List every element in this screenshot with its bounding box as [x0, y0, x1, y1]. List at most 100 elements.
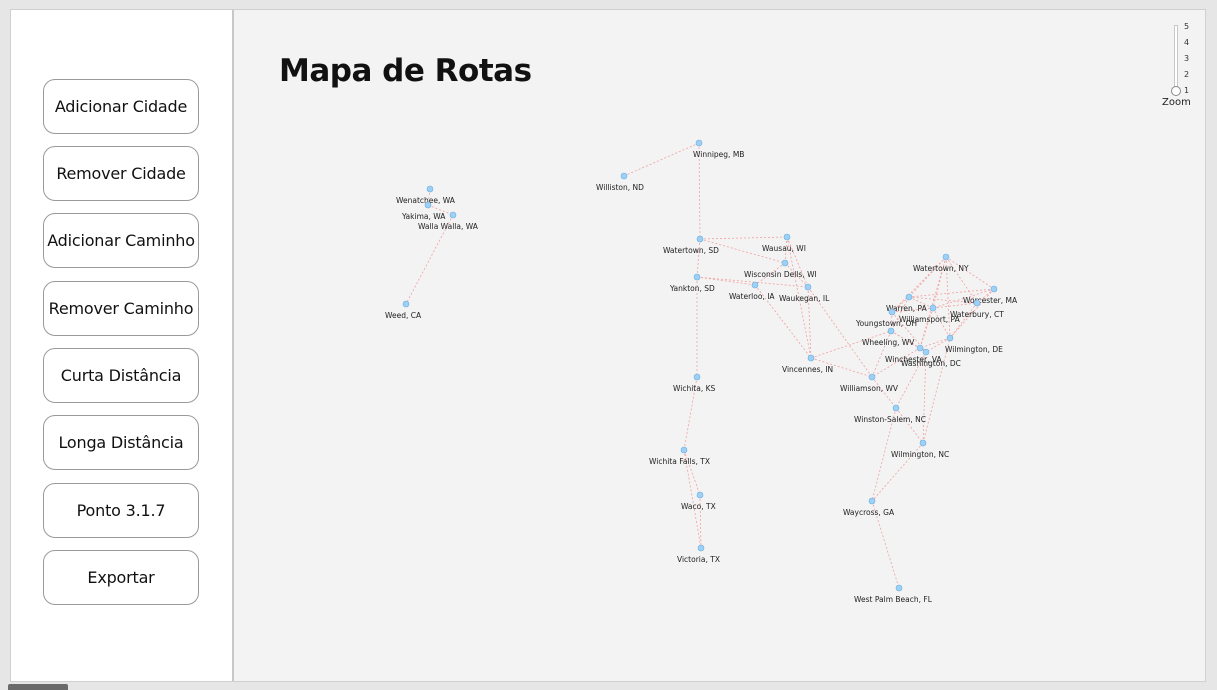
city-node-marker[interactable]: [781, 259, 789, 267]
city-worcester-ma[interactable]: Worcester, MA: [963, 285, 1018, 305]
city-node-marker[interactable]: [751, 281, 759, 289]
zoom-tick-3: 3: [1184, 54, 1190, 63]
city-node-marker[interactable]: [697, 544, 705, 552]
city-nodes: Winnipeg, MB Williston, ND Wenatchee, WA Ya…: [385, 139, 1018, 604]
zoom-slider-track[interactable]: [1174, 25, 1178, 89]
city-victoria-tx[interactable]: Victoria, TX: [677, 544, 720, 564]
city-wichita-falls-tx[interactable]: Wichita Falls, TX: [649, 446, 710, 466]
city-vincennes-in[interactable]: Vincennes, IN: [782, 354, 833, 374]
city-node-marker[interactable]: [804, 283, 812, 291]
city-watertown-sd[interactable]: Watertown, SD: [663, 235, 719, 255]
map-panel[interactable]: Winnipeg, MB Williston, ND Wenatchee, WA Ya…: [234, 10, 1207, 681]
city-walla-walla-wa[interactable]: Walla Walla, WA: [418, 211, 479, 231]
city-wilmington-nc[interactable]: Wilmington, NC: [891, 439, 949, 459]
zoom-slider-thumb[interactable]: [1171, 86, 1181, 96]
city-node-marker[interactable]: [807, 354, 815, 362]
city-node-marker[interactable]: [696, 491, 704, 499]
city-wichita-ks[interactable]: Wichita, KS: [673, 373, 716, 393]
city-waco-tx[interactable]: Waco, TX: [681, 491, 716, 511]
city-williamson-wv[interactable]: Williamson, WV: [840, 373, 899, 393]
city-node-marker[interactable]: [990, 285, 998, 293]
city-williston-nd[interactable]: Williston, ND: [596, 172, 644, 192]
route-edge: [427, 204, 454, 216]
city-west-palm-beach-fl[interactable]: West Palm Beach, FL: [854, 584, 933, 604]
city-node-marker[interactable]: [905, 293, 913, 301]
route-edge: [919, 307, 934, 349]
city-label: Wenatchee, WA: [396, 196, 456, 205]
city-williamsport-pa[interactable]: Williamsport, PA: [899, 304, 961, 324]
city-label: Wilmington, NC: [891, 450, 949, 459]
city-node-marker[interactable]: [620, 172, 628, 180]
route-edge: [891, 256, 947, 313]
city-node-marker[interactable]: [868, 497, 876, 505]
zoom-control[interactable]: 5 4 3 2 1 Zoom: [1154, 22, 1198, 112]
city-node-marker[interactable]: [693, 273, 701, 281]
city-node-marker[interactable]: [973, 299, 981, 307]
point-317-button[interactable]: Ponto 3.1.7: [43, 483, 199, 538]
city-winston-salem-nc[interactable]: Winston-Salem, NC: [854, 404, 926, 424]
city-label: Wheeling, WV: [862, 338, 915, 347]
city-node-marker[interactable]: [424, 201, 432, 209]
city-node-marker[interactable]: [783, 233, 791, 241]
city-youngstown-oh[interactable]: Youngstown, OH: [855, 308, 917, 328]
city-node-marker[interactable]: [922, 348, 930, 356]
city-node-marker[interactable]: [946, 334, 954, 342]
route-edge: [786, 236, 812, 359]
route-edge: [949, 288, 995, 339]
city-node-marker[interactable]: [892, 404, 900, 412]
add-path-button[interactable]: Adicionar Caminho: [43, 213, 199, 268]
city-node-marker[interactable]: [696, 235, 704, 243]
city-wisconsin-dells-wi[interactable]: Wisconsin Dells, WI: [744, 259, 817, 279]
city-label: Washington, DC: [901, 359, 961, 368]
city-node-marker[interactable]: [895, 584, 903, 592]
route-edge: [871, 442, 924, 502]
city-waterbury-ct[interactable]: Waterbury, CT: [950, 299, 1004, 319]
add-city-button[interactable]: Adicionar Cidade: [43, 79, 199, 134]
city-node-marker[interactable]: [680, 446, 688, 454]
city-node-marker[interactable]: [929, 304, 937, 312]
city-washington-dc[interactable]: Washington, DC: [901, 348, 961, 368]
city-node-marker[interactable]: [695, 139, 703, 147]
city-weed-ca[interactable]: Weed, CA: [385, 300, 422, 320]
city-node-marker[interactable]: [942, 253, 950, 261]
city-node-marker[interactable]: [887, 327, 895, 335]
long-distance-button[interactable]: Longa Distância: [43, 415, 199, 470]
city-wheeling-wv[interactable]: Wheeling, WV: [862, 327, 915, 347]
zoom-label: Zoom: [1162, 97, 1191, 108]
city-node-marker[interactable]: [888, 308, 896, 316]
city-waterloo-ia[interactable]: Waterloo, IA: [729, 281, 775, 301]
zoom-tick-2: 2: [1184, 70, 1190, 79]
city-node-marker[interactable]: [402, 300, 410, 308]
remove-path-button[interactable]: Remover Caminho: [43, 281, 199, 336]
short-distance-button[interactable]: Curta Distância: [43, 348, 199, 403]
city-node-marker[interactable]: [426, 185, 434, 193]
city-winnipeg-mb[interactable]: Winnipeg, MB: [693, 139, 744, 159]
city-node-marker[interactable]: [919, 439, 927, 447]
city-label: Wilmington, DE: [945, 345, 1003, 354]
city-node-marker[interactable]: [916, 344, 924, 352]
city-yakima-wa[interactable]: Yakima, WA: [401, 201, 446, 221]
route-edge: [932, 302, 978, 309]
city-watertown-ny[interactable]: Watertown, NY: [913, 253, 969, 273]
route-map-canvas[interactable]: Winnipeg, MB Williston, ND Wenatchee, WA Ya…: [234, 10, 1207, 681]
city-node-marker[interactable]: [693, 373, 701, 381]
remove-city-button[interactable]: Remover Cidade: [43, 146, 199, 201]
city-waycross-ga[interactable]: Waycross, GA: [843, 497, 895, 517]
city-label: Williston, ND: [596, 183, 644, 192]
city-waukegan-il[interactable]: Waukegan, IL: [779, 283, 830, 303]
route-edge: [871, 376, 897, 409]
city-wilmington-de[interactable]: Wilmington, DE: [945, 334, 1003, 354]
city-label: Yankton, SD: [669, 284, 715, 293]
city-label: Wisconsin Dells, WI: [744, 270, 817, 279]
city-warren-pa[interactable]: Warren, PA: [886, 293, 928, 313]
city-label: West Palm Beach, FL: [854, 595, 933, 604]
city-node-marker[interactable]: [868, 373, 876, 381]
city-yankton-sd[interactable]: Yankton, SD: [669, 273, 715, 293]
city-node-marker[interactable]: [449, 211, 457, 219]
city-winchester-va[interactable]: Winchester, VA: [885, 344, 943, 364]
city-wausau-wi[interactable]: Wausau, WI: [762, 233, 806, 253]
route-edge: [922, 351, 927, 444]
export-button[interactable]: Exportar: [43, 550, 199, 605]
city-wenatchee-wa[interactable]: Wenatchee, WA: [396, 185, 456, 205]
city-label: Victoria, TX: [677, 555, 720, 564]
